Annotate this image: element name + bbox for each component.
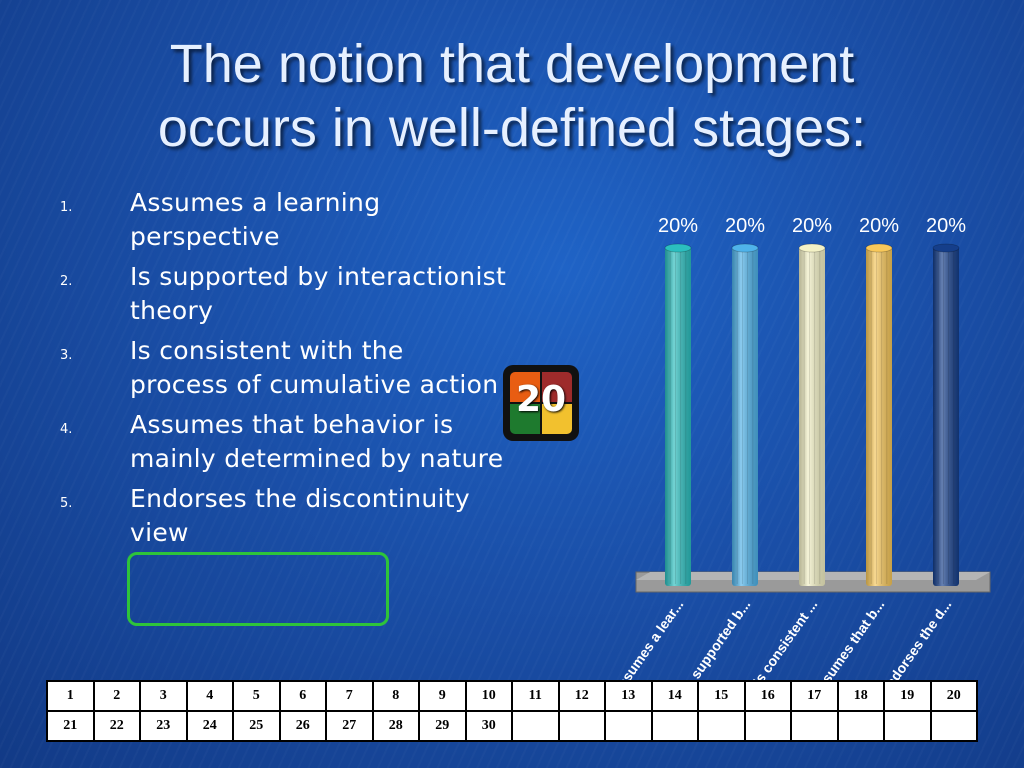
grid-cell: 15	[697, 680, 746, 712]
option-number: 2.	[60, 274, 73, 289]
bar-3	[798, 243, 826, 586]
bar-1	[664, 243, 692, 586]
grid-cell: 6	[278, 680, 327, 712]
grid-cell: 25	[232, 710, 281, 742]
value-label-5: 20%	[926, 215, 966, 237]
bar-5	[932, 243, 960, 586]
grid-cell: 19	[883, 680, 932, 712]
grid-cell: 28	[371, 710, 420, 742]
grid-cell: 22	[92, 710, 141, 742]
answer-option-5[interactable]: 5. Endorses the discontinuity view	[60, 482, 510, 550]
grid-cell	[511, 710, 560, 742]
response-grid: 1 2 3 4 5 6 7 8 9 10 11 12 13 14 15 16 17 18 19 20 21 22 23 24 2…	[46, 680, 978, 742]
grid-cell	[743, 710, 792, 742]
category-label-3: Is consistent ...	[749, 597, 820, 689]
answer-option-2[interactable]: 2. Is supported by interactionist theory	[60, 260, 510, 328]
grid-cell: 30	[464, 710, 513, 742]
grid-cell	[929, 710, 978, 742]
grid-cell: 4	[185, 680, 234, 712]
option-number: 5.	[60, 496, 73, 511]
grid-cell: 3	[139, 680, 188, 712]
option-text: Assumes a learning perspective	[130, 188, 381, 251]
grid-cell: 11	[511, 680, 560, 712]
grid-cell: 29	[418, 710, 467, 742]
title-line-2: occurs in well-defined stages:	[157, 98, 867, 158]
grid-cell: 18	[836, 680, 885, 712]
value-label-2: 20%	[725, 215, 765, 237]
bar-4	[865, 243, 893, 586]
answer-option-1[interactable]: 1. Assumes a learning perspective	[60, 186, 510, 254]
chart-bars	[664, 243, 960, 586]
option-number: 4.	[60, 422, 73, 437]
response-bar-chart: 20% 20% 20% 20% 20% Assumes a lear...Is supp…	[608, 215, 991, 701]
bar-2	[731, 243, 759, 586]
answer-option-4[interactable]: 4. Assumes that behavior is mainly deter…	[60, 408, 510, 476]
grid-cell: 8	[371, 680, 420, 712]
timer-quadrant	[542, 372, 572, 402]
value-label-3: 20%	[792, 215, 832, 237]
grid-cell: 16	[743, 680, 792, 712]
grid-cell: 26	[278, 710, 327, 742]
grid-cell: 1	[46, 680, 95, 712]
timer-quadrant	[510, 372, 540, 402]
option-text: Is supported by interactionist theory	[130, 262, 507, 325]
value-label-4: 20%	[859, 215, 899, 237]
countdown-timer: 20	[503, 365, 579, 441]
grid-cell: 23	[139, 710, 188, 742]
grid-cell	[697, 710, 746, 742]
chart-value-labels: 20% 20% 20% 20% 20%	[658, 215, 966, 237]
grid-row: 21 22 23 24 25 26 27 28 29 30	[46, 710, 978, 742]
grid-row: 1 2 3 4 5 6 7 8 9 10 11 12 13 14 15 16 17 18 19 20	[46, 680, 978, 712]
grid-cell	[557, 710, 606, 742]
option-number: 3.	[60, 348, 73, 363]
option-text: Endorses the discontinuity view	[130, 484, 470, 547]
option-number: 1.	[60, 200, 73, 215]
grid-cell: 17	[790, 680, 839, 712]
grid-cell: 10	[464, 680, 513, 712]
grid-cell: 5	[232, 680, 281, 712]
countdown-value: 20	[515, 379, 567, 420]
correct-answer-highlight	[127, 552, 389, 626]
timer-quadrant	[510, 404, 540, 434]
grid-cell: 7	[325, 680, 374, 712]
grid-cell: 24	[185, 710, 234, 742]
value-label-1: 20%	[658, 215, 698, 237]
option-text: Is consistent with the process of cumula…	[130, 336, 499, 399]
title-line-1: The notion that development	[169, 34, 855, 94]
answer-options: 1. Assumes a learning perspective 2. Is …	[60, 186, 510, 556]
grid-cell: 9	[418, 680, 467, 712]
answer-option-3[interactable]: 3. Is consistent with the process of cum…	[60, 334, 510, 402]
grid-cell	[790, 710, 839, 742]
grid-cell: 21	[46, 710, 95, 742]
option-text: Assumes that behavior is mainly determin…	[130, 410, 504, 473]
grid-cell: 2	[92, 680, 141, 712]
grid-cell	[883, 710, 932, 742]
grid-cell	[650, 710, 699, 742]
grid-cell: 27	[325, 710, 374, 742]
grid-cell	[836, 710, 885, 742]
grid-cell	[604, 710, 653, 742]
grid-cell: 13	[604, 680, 653, 712]
grid-cell: 12	[557, 680, 606, 712]
timer-quadrant	[542, 404, 572, 434]
grid-cell: 20	[929, 680, 978, 712]
grid-cell: 14	[650, 680, 699, 712]
slide-title: The notion that development occurs in we…	[0, 32, 1024, 160]
